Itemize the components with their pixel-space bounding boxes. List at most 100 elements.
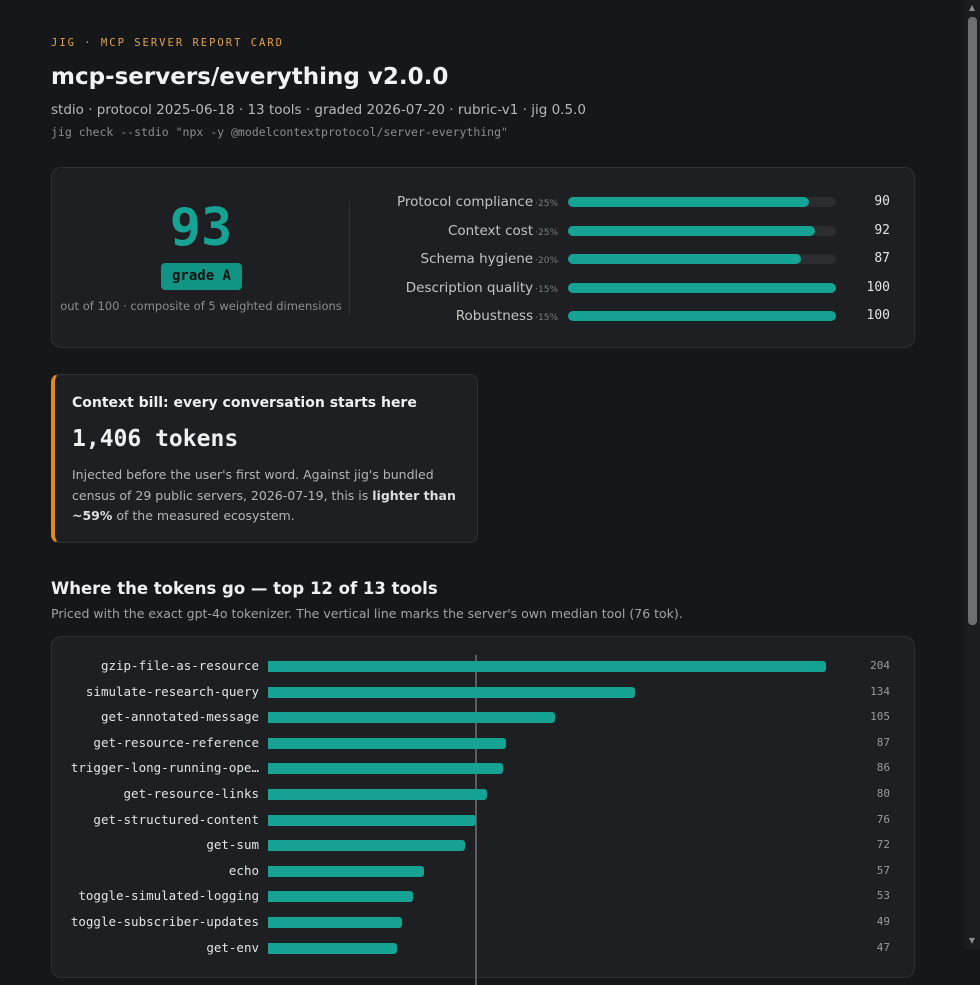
scroll-thumb[interactable] xyxy=(968,17,977,625)
dimension-list: Protocol compliance ·25% 90 Context cost ·25… xyxy=(352,192,892,335)
dimension-score: 87 xyxy=(874,251,890,266)
tokens-chart: gzip-file-as-resource 204 simulate-researc… xyxy=(51,636,915,985)
tool-row: toggle-subscriber-updates 49 xyxy=(52,914,914,940)
dimension-score: 100 xyxy=(866,279,890,295)
dimension-row: Schema hygiene ·20% 87 xyxy=(352,249,892,278)
score-summary: 93 grade A out of 100 · composite of 5 w… xyxy=(52,168,350,347)
tokens-section-title: Where the tokens go — top 12 of 13 tools xyxy=(51,579,438,598)
tool-row: get-env 47 xyxy=(52,940,914,966)
dimension-score: 100 xyxy=(866,308,890,323)
dimension-weight: ·25% xyxy=(535,227,558,238)
tool-row: toggle-simulated-logging 53 xyxy=(52,888,914,914)
tool-token-count: 80 xyxy=(876,787,890,800)
context-bill-text: Injected before the user's first word. A… xyxy=(72,465,464,527)
dimension-row: Description quality ·15% 100 xyxy=(352,278,892,307)
tool-name: toggle-simulated-logging xyxy=(78,888,259,904)
scroll-up-icon[interactable]: ▲ xyxy=(968,3,976,12)
dimension-bar-track xyxy=(568,282,836,293)
dimension-name: Protocol compliance xyxy=(396,194,534,210)
dimension-bar-fill xyxy=(568,282,836,293)
context-bill-text-before: Injected before the user's first word. A… xyxy=(72,467,434,503)
dimension-weight: ·20% xyxy=(535,256,558,266)
tool-token-count: 49 xyxy=(876,915,890,928)
tokens-section-subtitle: Priced with the exact gpt-4o tokenizer. … xyxy=(51,606,683,621)
check-command: jig check --stdio "npx -y @modelcontextp… xyxy=(51,125,508,139)
tool-token-count: 76 xyxy=(876,812,890,826)
context-bill-title: Context bill: every conversation starts … xyxy=(72,395,417,411)
dimension-name: Description quality xyxy=(405,279,534,296)
tool-token-count: 87 xyxy=(876,735,890,749)
dimension-weight: ·15% xyxy=(535,313,558,323)
tool-name: simulate-research-query xyxy=(85,683,259,699)
tool-name: get-annotated-message xyxy=(100,709,259,725)
tool-row: simulate-research-query 134 xyxy=(52,684,914,710)
tool-token-bar xyxy=(268,840,465,852)
dimension-row: Protocol compliance ·25% 90 xyxy=(352,192,892,221)
dimension-bar-fill xyxy=(568,311,836,321)
tool-token-bar xyxy=(268,661,826,672)
dimension-bar-track xyxy=(568,254,836,264)
median-line xyxy=(474,655,477,985)
score-subtitle: out of 100 · composite of 5 weighted dim… xyxy=(60,299,342,313)
tool-row: get-resource-links 80 xyxy=(52,786,914,812)
tool-token-bar xyxy=(268,942,397,954)
dimension-label: Schema hygiene ·20% xyxy=(421,251,558,267)
context-bill-card: Context bill: every conversation starts … xyxy=(51,374,478,543)
grade-badge: grade A xyxy=(161,263,242,290)
dimension-name: Robustness xyxy=(455,308,534,324)
tool-token-bar xyxy=(268,891,413,903)
tool-row: get-structured-content 76 xyxy=(52,812,914,838)
scrollbar[interactable]: ▲ ▼ xyxy=(964,0,980,949)
tool-name: get-resource-reference xyxy=(93,734,259,750)
tool-token-count: 204 xyxy=(870,659,890,672)
tool-token-count: 105 xyxy=(870,710,890,724)
eyebrow: JIG · MCP SERVER REPORT CARD xyxy=(51,37,285,49)
context-bill-tokens: 1,406 tokens xyxy=(72,426,239,452)
context-bill-text-bold: lighter than ~59% xyxy=(72,487,456,524)
tool-name: get-resource-links xyxy=(123,786,259,801)
dimension-bar-fill xyxy=(568,225,815,236)
tool-row: get-annotated-message 105 xyxy=(52,709,914,735)
dimension-bar-track xyxy=(568,197,836,207)
tool-name: gzip-file-as-resource xyxy=(100,658,259,673)
score-value: 93 xyxy=(169,198,233,258)
dimension-score: 90 xyxy=(874,194,890,209)
dimension-label: Robustness ·15% xyxy=(456,308,558,324)
dimension-row: Context cost ·25% 92 xyxy=(352,221,892,250)
tool-token-bar xyxy=(268,712,556,724)
tool-token-bar xyxy=(268,865,424,877)
dimension-bar-track xyxy=(568,311,836,321)
tool-token-count: 72 xyxy=(876,838,890,852)
dimension-label: Description quality ·15% xyxy=(406,280,558,296)
tool-name: echo xyxy=(228,862,259,878)
dimension-bar-fill xyxy=(568,197,810,207)
dimension-label: Protocol compliance ·25% xyxy=(397,194,558,210)
dimension-weight: ·15% xyxy=(535,284,558,295)
tool-token-bar xyxy=(268,763,504,775)
tool-name: trigger-long-running-ope… xyxy=(70,760,259,776)
tool-row: trigger-long-running-ope… 86 xyxy=(52,760,914,786)
dimension-row: Robustness ·15% 100 xyxy=(352,306,892,335)
dimension-weight: ·25% xyxy=(535,199,558,209)
tool-token-count: 86 xyxy=(876,761,890,775)
dimension-bar-fill xyxy=(568,254,802,264)
tool-token-bar xyxy=(268,737,506,749)
tool-row: get-resource-reference 87 xyxy=(52,735,914,761)
tool-token-count: 134 xyxy=(870,684,890,698)
tool-token-count: 57 xyxy=(876,863,890,877)
score-card: 93 grade A out of 100 · composite of 5 w… xyxy=(51,167,915,348)
tool-row: echo 57 xyxy=(52,863,914,889)
tool-token-bar xyxy=(268,686,635,698)
tool-token-bar xyxy=(268,789,487,800)
dimension-name: Context cost xyxy=(447,222,534,239)
tool-name: get-structured-content xyxy=(93,811,259,827)
divider xyxy=(349,201,350,315)
scroll-down-icon[interactable]: ▼ xyxy=(968,936,976,945)
tool-row: gzip-file-as-resource 204 xyxy=(52,658,914,684)
tool-token-bar xyxy=(268,814,476,826)
tool-token-count: 47 xyxy=(876,940,890,954)
dimension-label: Context cost ·25% xyxy=(448,223,558,239)
tool-name: toggle-subscriber-updates xyxy=(70,914,259,929)
dimension-bar-track xyxy=(568,225,836,236)
dimension-score: 92 xyxy=(874,222,890,238)
